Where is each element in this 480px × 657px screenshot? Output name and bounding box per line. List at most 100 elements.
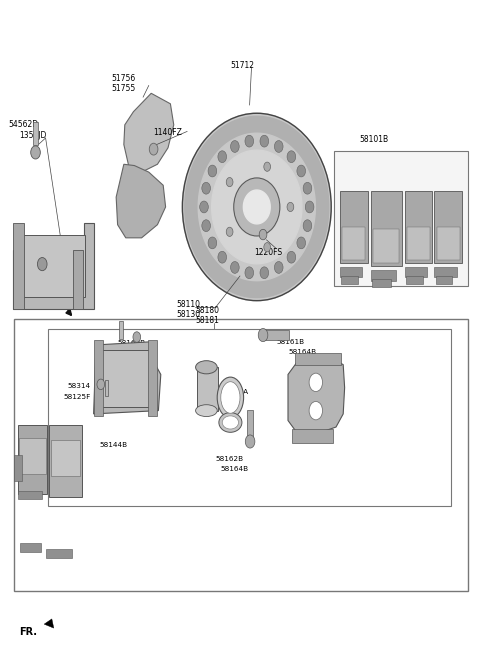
- Bar: [434, 191, 462, 263]
- Polygon shape: [124, 93, 174, 172]
- Text: 58180: 58180: [196, 306, 220, 315]
- Ellipse shape: [196, 361, 217, 374]
- Bar: [20, 543, 41, 552]
- Bar: [48, 328, 451, 506]
- Text: 58125: 58125: [95, 350, 118, 356]
- Circle shape: [259, 229, 267, 240]
- Circle shape: [287, 251, 296, 263]
- Text: 51755: 51755: [111, 84, 136, 93]
- Bar: [14, 455, 22, 481]
- Bar: [119, 321, 123, 339]
- Circle shape: [287, 151, 296, 163]
- Ellipse shape: [217, 377, 243, 418]
- Bar: [334, 151, 468, 286]
- Bar: [33, 122, 38, 145]
- Bar: [105, 380, 108, 396]
- Bar: [407, 227, 430, 260]
- Bar: [341, 276, 358, 284]
- Circle shape: [309, 401, 323, 420]
- Bar: [49, 425, 82, 497]
- Bar: [51, 440, 80, 476]
- Text: 58163B: 58163B: [118, 340, 146, 346]
- Circle shape: [303, 182, 312, 194]
- Polygon shape: [13, 223, 94, 309]
- Circle shape: [230, 261, 239, 273]
- Ellipse shape: [221, 382, 240, 413]
- Bar: [405, 191, 432, 263]
- Text: 58101B: 58101B: [359, 135, 388, 144]
- Circle shape: [218, 151, 227, 163]
- Polygon shape: [185, 116, 329, 298]
- Circle shape: [275, 261, 283, 273]
- Circle shape: [264, 162, 271, 171]
- Text: 51756: 51756: [111, 74, 136, 83]
- Circle shape: [297, 237, 306, 249]
- Polygon shape: [212, 150, 302, 263]
- Bar: [372, 279, 391, 287]
- Bar: [18, 491, 42, 499]
- Bar: [13, 223, 24, 309]
- Bar: [434, 267, 456, 277]
- Text: 58164B: 58164B: [221, 466, 249, 472]
- Circle shape: [208, 165, 216, 177]
- Bar: [18, 425, 47, 494]
- Text: 58113: 58113: [197, 377, 220, 384]
- Bar: [340, 191, 368, 263]
- Polygon shape: [94, 342, 161, 414]
- Bar: [292, 429, 333, 443]
- Circle shape: [258, 328, 268, 342]
- Circle shape: [226, 227, 233, 237]
- Bar: [46, 549, 72, 558]
- Circle shape: [218, 251, 227, 263]
- Bar: [14, 319, 468, 591]
- Circle shape: [149, 143, 158, 155]
- Circle shape: [37, 258, 47, 271]
- Circle shape: [309, 373, 323, 392]
- Bar: [373, 229, 399, 263]
- Polygon shape: [198, 133, 315, 281]
- Text: 58125F: 58125F: [64, 394, 91, 400]
- Circle shape: [200, 201, 208, 213]
- Circle shape: [245, 267, 253, 279]
- Text: 51712: 51712: [230, 61, 254, 70]
- Text: 58181: 58181: [196, 316, 220, 325]
- Bar: [295, 353, 341, 365]
- Polygon shape: [116, 164, 166, 238]
- Circle shape: [31, 146, 40, 159]
- Text: 58144B: 58144B: [99, 442, 128, 449]
- Bar: [94, 340, 103, 416]
- Text: 1351JD: 1351JD: [19, 131, 47, 141]
- Bar: [197, 367, 218, 411]
- Circle shape: [260, 267, 269, 279]
- Bar: [18, 235, 85, 297]
- Circle shape: [260, 135, 269, 147]
- Circle shape: [297, 165, 306, 177]
- Bar: [95, 350, 153, 407]
- Circle shape: [245, 435, 255, 448]
- Circle shape: [303, 220, 312, 232]
- Text: 54562D: 54562D: [9, 120, 39, 129]
- Circle shape: [264, 242, 271, 252]
- Polygon shape: [234, 178, 280, 236]
- Bar: [148, 340, 157, 416]
- Circle shape: [133, 332, 141, 342]
- Text: 58112: 58112: [197, 367, 220, 373]
- Polygon shape: [44, 619, 54, 628]
- Polygon shape: [182, 113, 331, 301]
- Text: 58161B: 58161B: [276, 338, 304, 345]
- Ellipse shape: [196, 405, 217, 417]
- Circle shape: [97, 379, 105, 390]
- Bar: [406, 276, 423, 284]
- Bar: [405, 267, 427, 277]
- Circle shape: [226, 177, 233, 187]
- Bar: [340, 267, 362, 277]
- Circle shape: [275, 141, 283, 152]
- Bar: [247, 410, 253, 442]
- Text: 58164B: 58164B: [288, 349, 316, 355]
- Bar: [371, 270, 396, 281]
- Text: 58110: 58110: [177, 300, 201, 309]
- Text: 58162B: 58162B: [215, 455, 243, 462]
- Ellipse shape: [222, 416, 239, 429]
- Text: 1220FS: 1220FS: [254, 248, 283, 257]
- Circle shape: [305, 201, 314, 213]
